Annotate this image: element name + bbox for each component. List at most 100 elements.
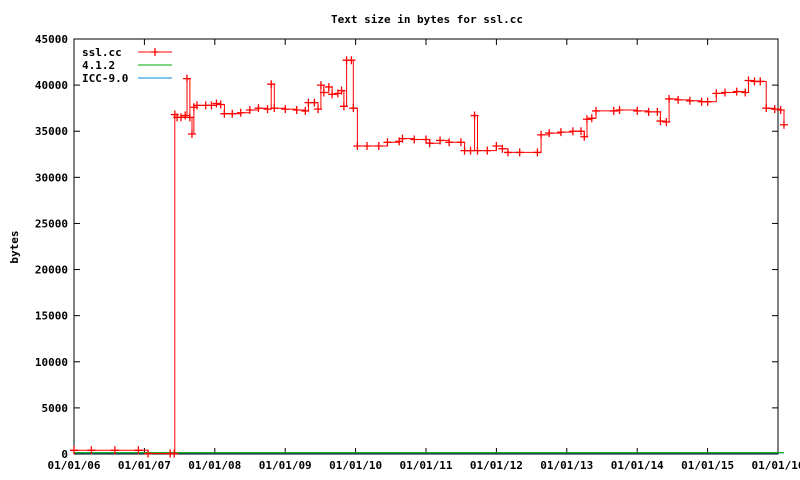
y-tick-label: 15000 [35,310,68,323]
data-point [580,132,589,141]
data-point [144,449,153,458]
data-point [281,105,290,114]
data-point [556,128,565,137]
legend-label: 4.1.2 [82,59,115,72]
y-tick-label: 35000 [35,125,68,138]
data-point [456,138,465,147]
data-point [609,106,618,115]
data-point [720,88,729,97]
data-point [762,104,771,113]
data-point [70,446,78,455]
x-tick-label: 01/01/08 [188,459,241,472]
data-point [337,86,346,95]
data-point [263,105,272,114]
data-point [537,130,546,139]
data-point [363,141,372,150]
data-point [533,148,542,157]
data-point [187,129,196,138]
data-point [470,111,479,120]
data-point [466,146,475,155]
data-point [732,87,741,96]
data-point [492,141,501,150]
y-tick-label: 5000 [42,402,69,415]
data-point [110,446,119,455]
data-point [310,98,319,107]
data-point [756,77,765,86]
data-point [770,105,779,114]
data-point [576,127,585,136]
data-point [292,106,301,115]
data-point [503,148,512,157]
x-tick-label: 01/01/12 [470,459,523,472]
x-tick-label: 01/01/07 [118,459,171,472]
y-tick-label: 45000 [35,33,68,46]
data-point [245,106,254,115]
data-point [316,81,325,90]
data-point [473,146,482,155]
plot-frame [73,38,779,455]
data-point [436,136,445,145]
data-point [181,111,190,120]
data-point [134,446,143,455]
data-point [662,118,671,126]
data-point [220,109,229,118]
legend-label: ICC-9.0 [82,72,128,85]
data-point [644,107,653,116]
data-point [267,80,276,89]
data-point [744,76,753,85]
data-point [633,106,642,115]
data-point [301,106,310,115]
series-layer [70,56,788,458]
data-point [615,106,624,115]
data-point [328,90,337,99]
x-tick-label: 01/01/16 [752,459,800,472]
y-tick-label: 30000 [35,171,68,184]
y-axis: 0 5000 10000 15000 20000 25000 30000 35000 40000… [35,33,778,461]
data-point [410,135,419,144]
legend-marker [151,48,159,56]
data-point [498,144,507,153]
x-tick-label: 01/01/14 [611,459,664,472]
data-point [445,138,454,147]
x-tick-label: 01/01/13 [540,459,593,472]
data-point [515,148,524,157]
data-point [176,113,185,122]
data-point [568,127,577,136]
data-point [314,105,323,114]
data-point [192,101,201,110]
data-point [703,97,712,106]
y-tick-label: 20000 [35,264,68,277]
data-point [685,96,694,105]
x-tick-label: 01/01/06 [48,459,101,472]
x-tick-label: 01/01/11 [400,459,453,472]
data-point [236,108,245,117]
data-point [665,94,674,103]
data-point [185,113,194,122]
data-point [383,138,392,147]
data-point [207,101,216,110]
data-point [741,88,750,97]
data-point [545,129,554,138]
data-point [349,104,358,113]
data-point [422,135,430,144]
y-tick-label: 0 [61,448,68,461]
data-point [170,449,179,458]
data-point [656,117,665,126]
y-tick-label: 25000 [35,217,68,230]
data-point [339,102,348,111]
data-point [425,139,434,148]
data-point [347,56,356,65]
data-point [776,106,785,115]
data-point [779,120,788,129]
data-point [674,95,683,104]
data-point [212,99,221,108]
y-tick-label: 10000 [35,356,68,369]
data-point [374,141,383,150]
data-point [87,446,96,455]
data-point [353,141,362,150]
data-point [324,82,333,91]
data-point [483,146,492,155]
data-point [182,74,191,83]
